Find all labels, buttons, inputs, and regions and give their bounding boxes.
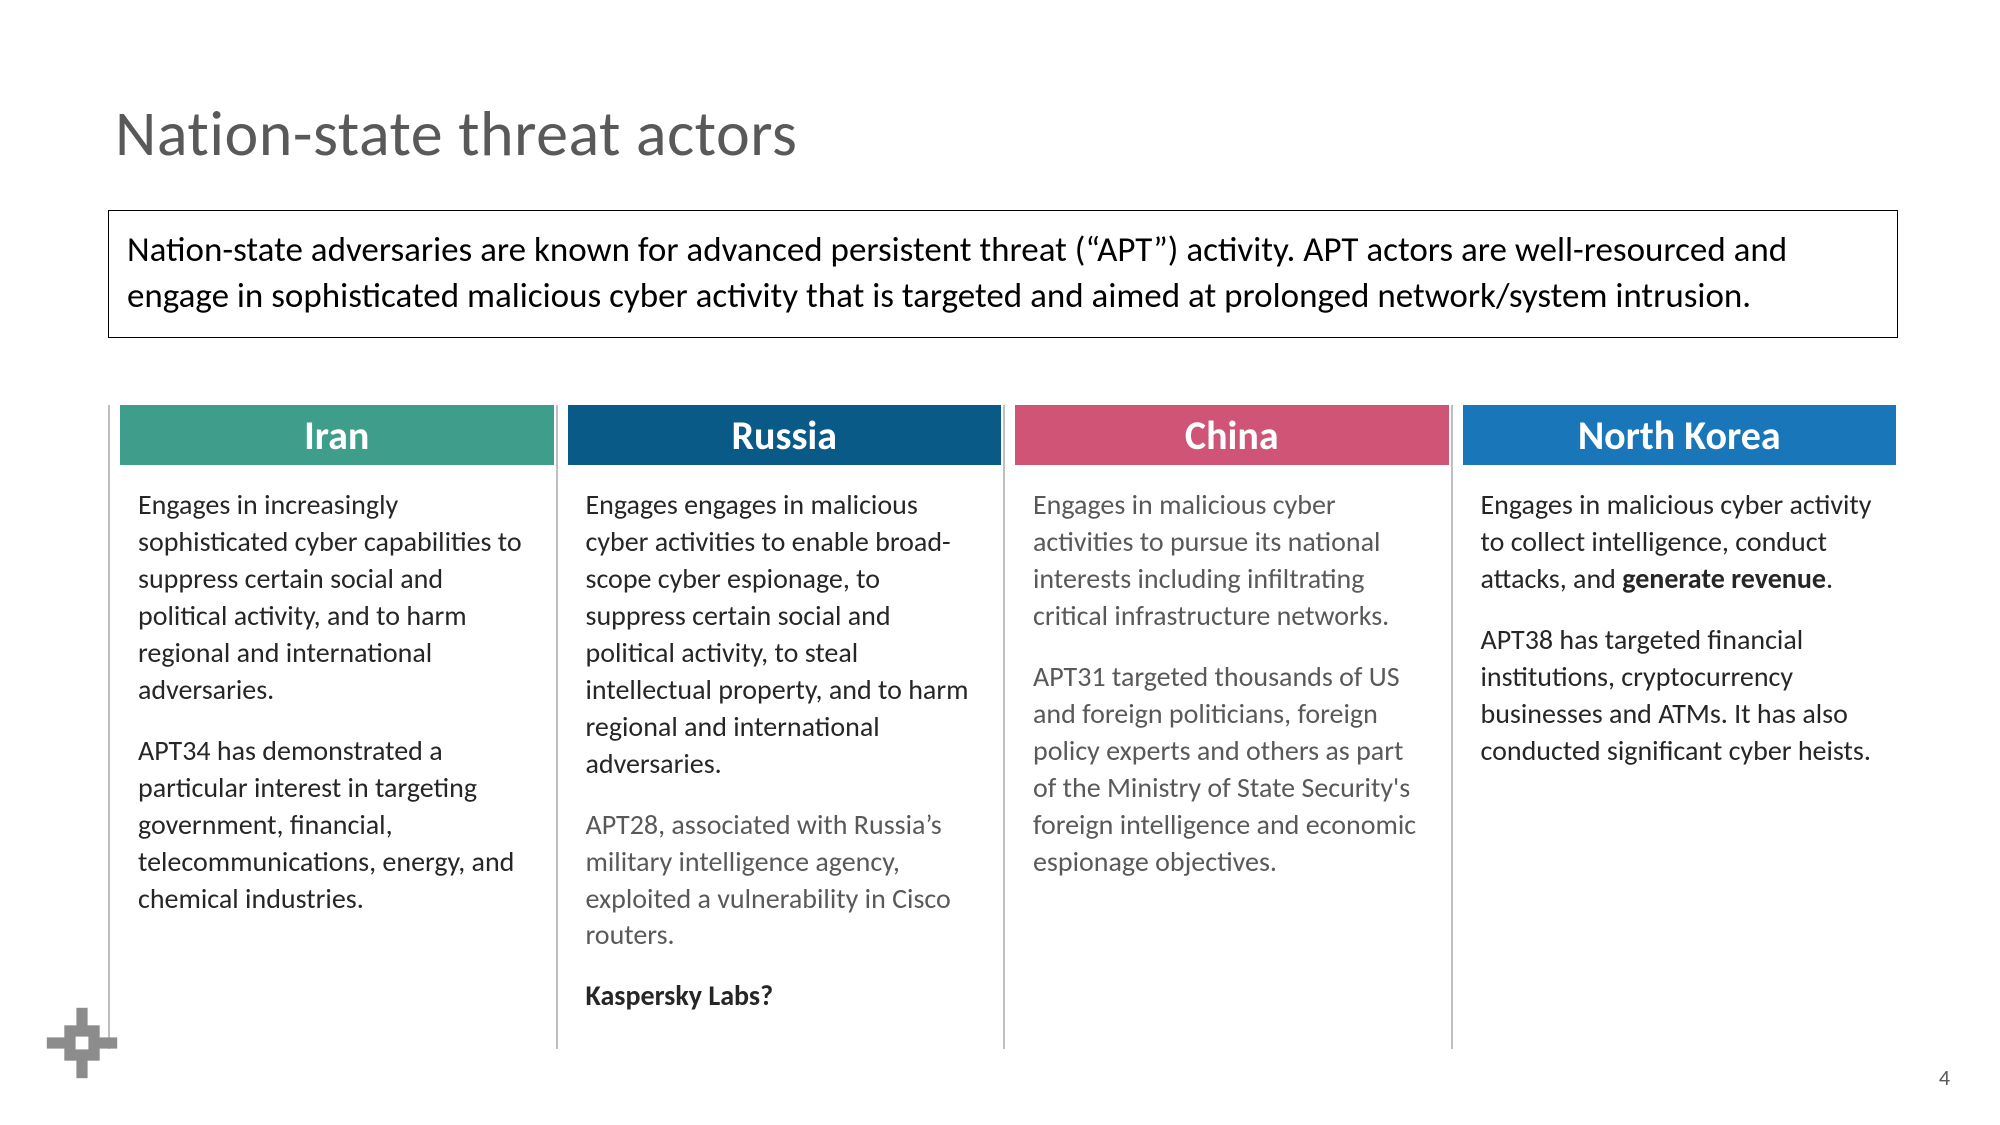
intro-box: Nation-state adversaries are known for a… xyxy=(108,210,1898,338)
column-china: China Engages in malicious cyber activiti… xyxy=(1003,405,1451,1049)
column-header: Russia xyxy=(568,405,1002,465)
column-paragraph: Kaspersky Labs? xyxy=(586,978,980,1015)
column-header: Iran xyxy=(120,405,554,465)
column-paragraph: Engages in malicious cyber activities to… xyxy=(1033,487,1427,635)
column-body: Engages in increasingly sophisticated cy… xyxy=(110,465,556,951)
logo-icon xyxy=(42,1003,122,1083)
column-body: Engages in malicious cyber activities to… xyxy=(1005,465,1451,915)
page-title: Nation-state threat actors xyxy=(115,95,797,173)
column-paragraph: APT28, associated with Russia’s military… xyxy=(586,807,980,955)
column-paragraph: APT38 has targeted financial institution… xyxy=(1481,622,1875,770)
column-paragraph: Engages engages in malicious cyber activ… xyxy=(586,487,980,783)
slide: Nation-state threat actors Nation-state … xyxy=(0,0,2000,1125)
column-russia: Russia Engages engages in malicious cyber… xyxy=(556,405,1004,1049)
column-body: Engages in malicious cyber activity to c… xyxy=(1453,465,1899,804)
column-header: North Korea xyxy=(1463,405,1897,465)
column-header: China xyxy=(1015,405,1449,465)
column-paragraph: Engages in increasingly sophisticated cy… xyxy=(138,487,532,709)
column-north-korea: North Korea Engages in malicious cyber ac… xyxy=(1451,405,1899,1049)
column-paragraph: APT31 targeted thousands of US and forei… xyxy=(1033,659,1427,881)
column-iran: Iran Engages in increasingly sophisticate… xyxy=(108,405,556,1049)
column-paragraph: APT34 has demonstrated a particular inte… xyxy=(138,733,532,918)
text-run: . xyxy=(1826,561,1833,596)
intro-text: Nation-state adversaries are known for a… xyxy=(127,227,1879,319)
column-paragraph: Engages in malicious cyber activity to c… xyxy=(1481,487,1875,598)
columns-container: Iran Engages in increasingly sophisticate… xyxy=(108,405,1898,1049)
text-run: generate revenue xyxy=(1622,561,1826,596)
page-number: 4 xyxy=(1939,1064,1950,1091)
column-body: Engages engages in malicious cyber activ… xyxy=(558,465,1004,1049)
